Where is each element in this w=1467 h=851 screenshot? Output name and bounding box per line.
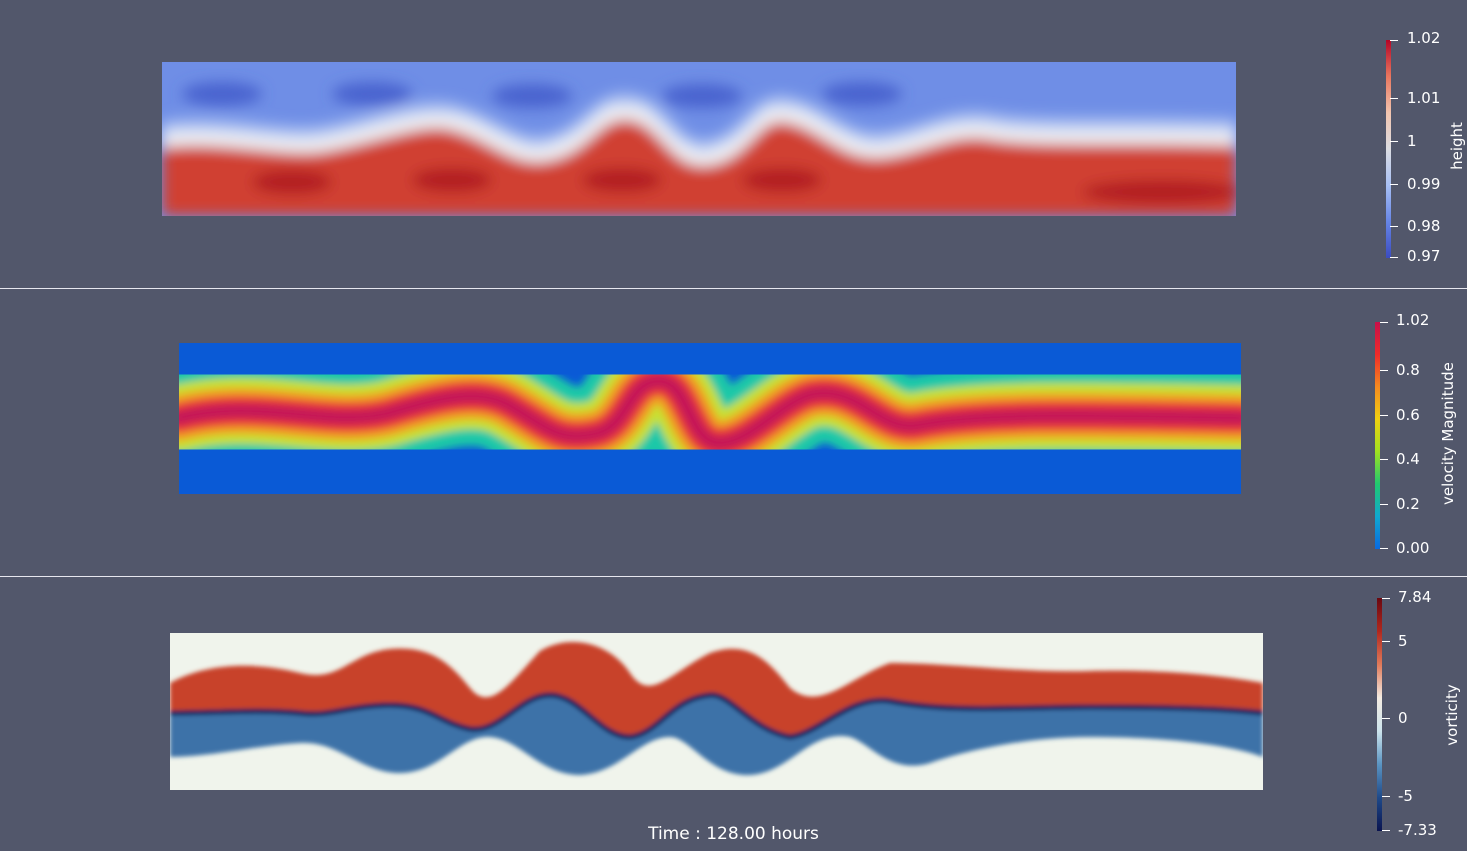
velocity-tick xyxy=(1380,504,1388,505)
velocity-tick-label: 0.8 xyxy=(1396,361,1420,379)
velocity-tick xyxy=(1380,548,1388,549)
vorticity-tick-label: -7.33 xyxy=(1398,821,1437,839)
velocity-field xyxy=(179,343,1241,494)
vorticity-colorbar-title: vorticity xyxy=(1443,684,1461,746)
panel-divider-top xyxy=(0,288,1467,289)
height-tick-label: 0.99 xyxy=(1407,175,1441,193)
vorticity-tick-label: 0 xyxy=(1398,709,1408,727)
height-tick xyxy=(1390,40,1398,41)
velocity-colorbar-title: velocity Magnitude xyxy=(1439,362,1457,505)
velocity-tick xyxy=(1380,322,1388,323)
height-colorbar-title: height xyxy=(1448,122,1466,170)
height-tick xyxy=(1390,98,1398,99)
vorticity-tick-label: -5 xyxy=(1398,787,1413,805)
velocity-tick xyxy=(1380,415,1388,416)
velocity-colorbar xyxy=(1375,322,1380,549)
height-tick-label: 1 xyxy=(1407,132,1417,150)
height-tick-label: 0.97 xyxy=(1407,247,1441,265)
height-tick xyxy=(1390,226,1398,227)
vorticity-tick xyxy=(1382,598,1390,599)
velocity-tick-label: 0.6 xyxy=(1396,406,1420,424)
time-label: Time : 128.00 hours xyxy=(648,824,819,844)
height-tick xyxy=(1390,184,1398,185)
panel-divider-bottom xyxy=(0,576,1467,577)
vorticity-colorbar xyxy=(1377,598,1382,831)
height-tick-label: 0.98 xyxy=(1407,217,1441,235)
vorticity-tick xyxy=(1382,830,1390,831)
velocity-tick-label: 0.4 xyxy=(1396,450,1420,468)
velocity-tick-label: 1.02 xyxy=(1396,311,1430,329)
velocity-tick-label: 0.2 xyxy=(1396,495,1420,513)
vorticity-tick xyxy=(1382,796,1390,797)
velocity-tick xyxy=(1380,459,1388,460)
vorticity-tick xyxy=(1382,718,1390,719)
velocity-tick-label: 0.00 xyxy=(1396,539,1430,557)
height-colorbar xyxy=(1386,40,1391,258)
vorticity-tick-label: 5 xyxy=(1398,632,1408,650)
vorticity-tick-label: 7.84 xyxy=(1398,588,1432,606)
height-tick-label: 1.01 xyxy=(1407,89,1441,107)
height-tick xyxy=(1390,257,1398,258)
velocity-tick xyxy=(1380,370,1388,371)
height-tick xyxy=(1390,141,1398,142)
vorticity-field xyxy=(170,633,1263,790)
height-field xyxy=(162,62,1236,216)
height-tick-label: 1.02 xyxy=(1407,29,1441,47)
vorticity-tick xyxy=(1382,641,1390,642)
